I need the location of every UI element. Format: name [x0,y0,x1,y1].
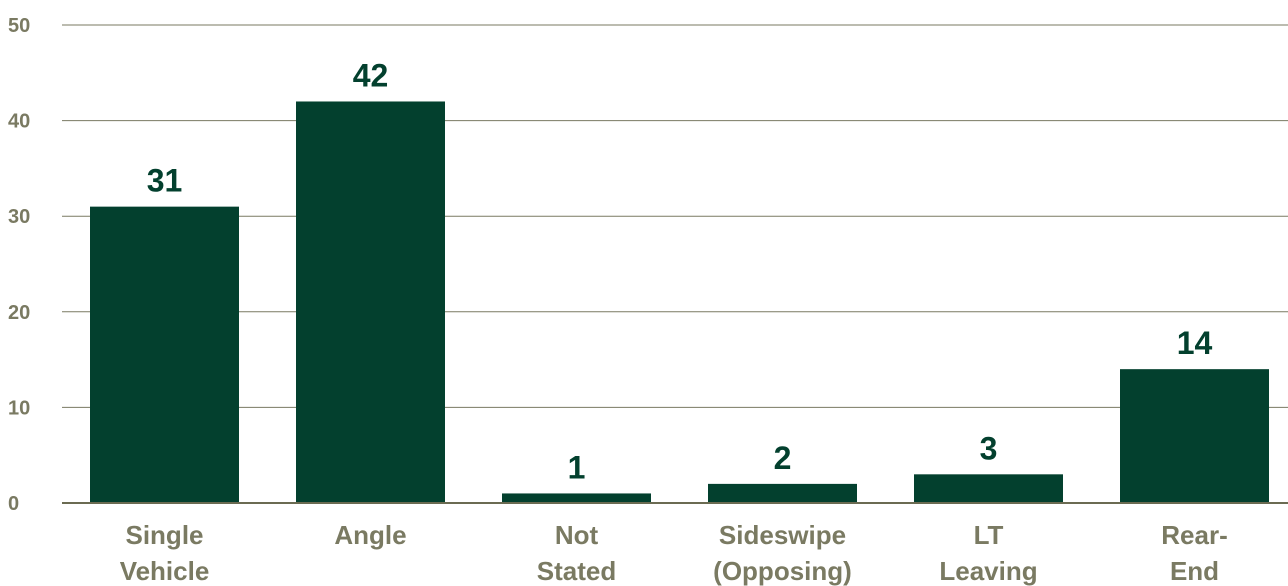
category-label: Sideswipe [719,520,846,550]
category-label: Single [125,520,203,550]
data-labels: 31 42 1 2 3 14 [147,57,1213,485]
data-label: 3 [980,430,998,466]
category-label: (Opposing) [713,556,852,586]
bar-1 [296,101,445,503]
y-axis-tick-labels: 0 10 20 30 40 50 [8,15,30,515]
data-label: 42 [353,57,389,93]
bar-5 [1120,369,1269,503]
category-label: Leaving [939,556,1037,586]
category-label: Angle [334,520,406,550]
data-label: 2 [774,440,792,476]
category-label: Rear- [1161,520,1227,550]
bar-4 [914,474,1063,503]
y-tick-label: 10 [8,397,30,419]
bar-2 [502,493,651,503]
y-tick-label: 30 [8,206,30,228]
category-label: Vehicle [120,556,210,586]
bars [90,101,1269,503]
data-label: 14 [1177,325,1213,361]
category-label: LT [974,520,1004,550]
y-tick-label: 40 [8,111,30,133]
x-axis-category-labels: Single Vehicle Angle Not Stated Sideswipe (Opp… [120,520,1228,586]
category-label: Stated [537,556,616,586]
category-label: End [1170,556,1219,586]
data-label: 31 [147,163,183,199]
data-label: 1 [568,449,586,485]
category-label: Not [555,520,599,550]
y-tick-label: 20 [8,302,30,324]
y-tick-label: 50 [8,15,30,37]
y-tick-label: 0 [8,493,19,515]
bar-3 [708,483,857,503]
bar-0 [90,206,239,503]
gridlines [62,24,1288,408]
